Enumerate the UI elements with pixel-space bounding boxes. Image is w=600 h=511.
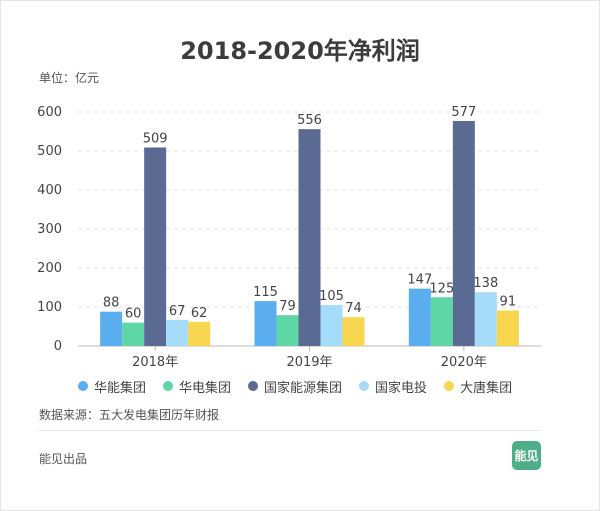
legend-marker: [78, 381, 88, 391]
legend-label: 国家电投: [375, 380, 428, 396]
bar: [452, 120, 475, 346]
data-label: 74: [345, 301, 362, 316]
x-tick-label: 2020年: [441, 355, 487, 370]
data-label: 138: [473, 276, 498, 291]
data-label: 147: [407, 273, 432, 288]
bar: [298, 129, 321, 346]
y-tick-label: 500: [37, 144, 62, 159]
legend-item: 大唐集团: [444, 377, 512, 396]
legend-item: 华能集团: [78, 377, 146, 396]
legend-label: 华能集团: [94, 380, 147, 396]
chart-title: 2018-2020年净利润: [180, 37, 420, 65]
legend-marker: [248, 381, 259, 391]
bar: [254, 301, 277, 346]
bar: [276, 315, 299, 346]
data-label: 67: [169, 304, 186, 319]
bar: [496, 310, 519, 346]
chart-legend: 华能集团 华电集团 国家能源集团 国家电投 大唐集团: [78, 377, 529, 396]
bar: [100, 311, 123, 346]
data-label: 509: [143, 131, 168, 146]
x-tick-label: 2019年: [286, 355, 332, 370]
y-tick-label: 0: [54, 339, 62, 354]
legend-item: 华电集团: [163, 377, 231, 396]
bar: [144, 147, 167, 346]
data-label: 105: [319, 289, 344, 304]
data-label: 79: [279, 299, 296, 314]
bar: [430, 297, 453, 346]
bar: [408, 288, 431, 346]
source-note: 数据来源：五大发电集团历年财报: [39, 408, 220, 422]
bar: [342, 317, 365, 346]
legend-marker: [359, 381, 370, 391]
data-label: 125: [429, 281, 454, 296]
footer-credit: 能见出品: [39, 452, 88, 466]
y-tick-label: 400: [37, 183, 62, 198]
legend-label: 华电集团: [179, 380, 232, 396]
data-label: 62: [191, 306, 208, 321]
unit-label: 单位：亿元: [39, 71, 100, 85]
data-label: 577: [451, 105, 476, 120]
legend-item: 国家电投: [359, 377, 427, 396]
legend-label: 国家能源集团: [264, 380, 343, 396]
data-label: 556: [297, 113, 322, 128]
legend-label: 大唐集团: [460, 380, 513, 396]
y-tick-label: 300: [37, 222, 62, 237]
bar: [188, 321, 211, 346]
divider: [39, 430, 541, 431]
legend-marker: [444, 381, 455, 391]
data-label: 88: [103, 296, 120, 311]
y-tick-label: 100: [37, 300, 62, 315]
bar: [320, 305, 343, 346]
bar: [122, 322, 145, 346]
x-tick-label: 2018年: [132, 355, 178, 370]
y-tick-label: 600: [37, 105, 62, 120]
data-label: 115: [253, 285, 278, 300]
bar: [166, 319, 189, 346]
data-label: 91: [500, 295, 517, 310]
legend-item: 国家能源集团: [248, 377, 342, 396]
data-label: 60: [125, 307, 142, 322]
y-tick-label: 200: [37, 261, 62, 276]
brand-logo: 能见: [512, 441, 541, 470]
bar: [474, 292, 497, 346]
legend-marker: [163, 381, 174, 391]
